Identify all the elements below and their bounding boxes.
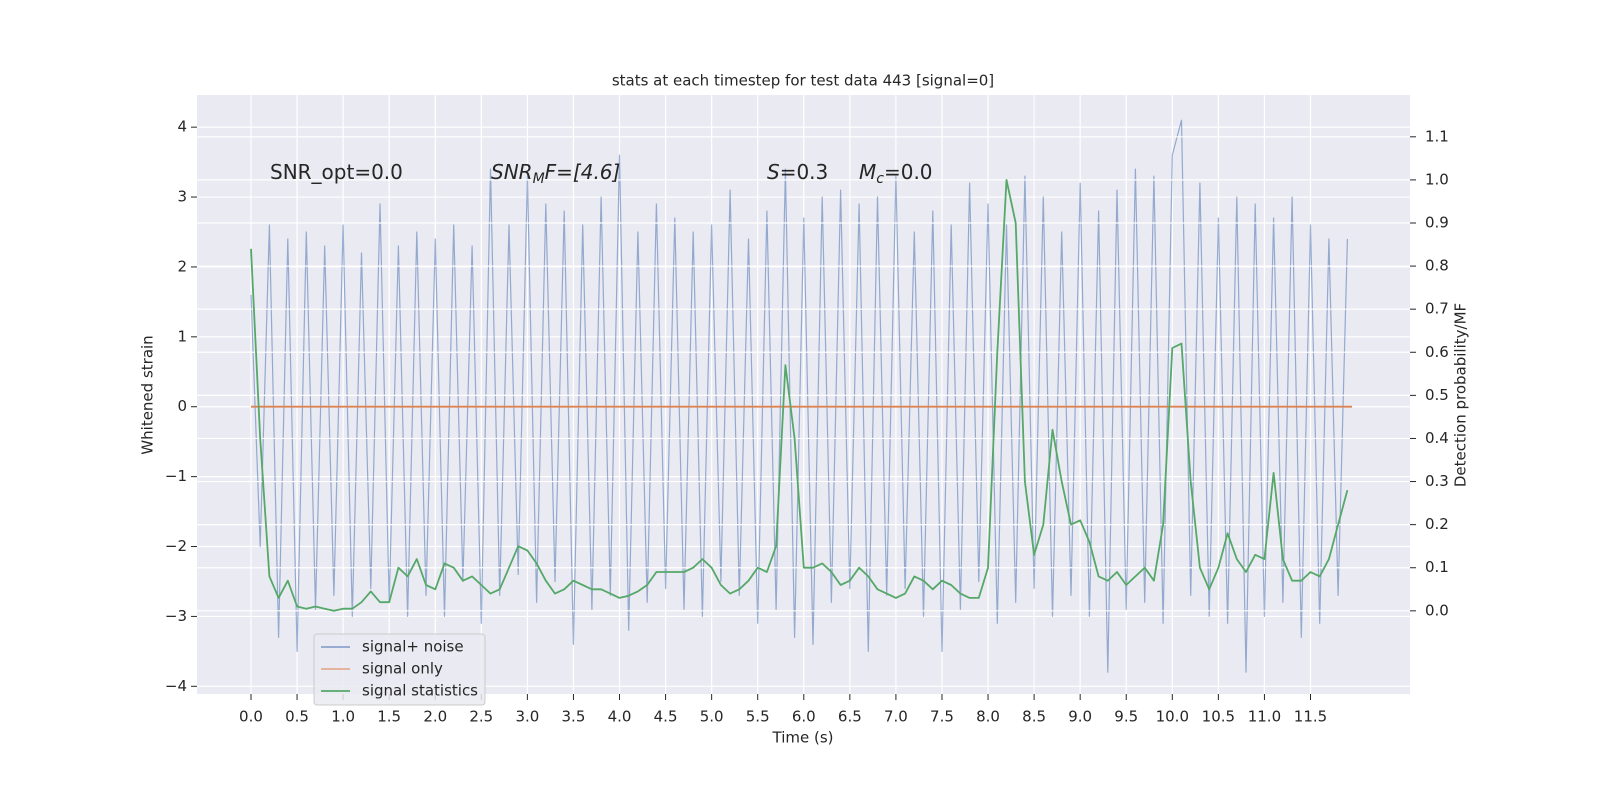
x-tick-label: 2.5: [469, 708, 493, 726]
y-tick-label: 1: [177, 327, 187, 345]
annotation-part: =0.0: [884, 160, 933, 184]
y2-axis-label: Detection probability/MF: [1452, 303, 1470, 487]
x-tick-label: 10.0: [1156, 708, 1189, 726]
annotation-part: =0.3: [780, 160, 829, 184]
chart-title: stats at each timestep for test data 443…: [612, 72, 994, 90]
y-tick-label: −4: [165, 677, 187, 695]
x-tick-label: 9.0: [1068, 708, 1092, 726]
legend-label: signal statistics: [362, 682, 478, 700]
x-tick-label: 11.0: [1248, 708, 1281, 726]
y-tick-label: −3: [165, 607, 187, 625]
x-tick-label: 4.5: [654, 708, 678, 726]
y2-tick-label: 1.0: [1425, 170, 1449, 188]
y2-tick-label: 0.2: [1425, 515, 1449, 533]
x-tick-label: 7.5: [930, 708, 954, 726]
y-axis-label: Whitened strain: [139, 335, 157, 454]
x-axis-label: Time (s): [772, 729, 834, 747]
y2-tick-label: 0.1: [1425, 558, 1449, 576]
x-tick-label: 5.5: [746, 708, 770, 726]
y2-tick-label: 0.4: [1425, 429, 1449, 447]
series-line: [250, 179, 1349, 612]
legend-label: signal only: [362, 660, 443, 678]
annotation-part: c: [876, 171, 884, 187]
y2-tick-label: 1.1: [1425, 127, 1449, 145]
y-tick-label: 0: [177, 397, 187, 415]
y-tick-label: 2: [177, 257, 187, 275]
x-tick-label: 6.0: [792, 708, 816, 726]
x-tick-label: 4.0: [608, 708, 632, 726]
x-tick-label: 3.0: [515, 708, 539, 726]
annotation-part: S: [767, 160, 780, 184]
annotation-part: M: [859, 160, 876, 184]
plot-layer: 0.0 0.5 1.0 1.5 2.0 2.5 3.0 3.5 4.0 4.5 5.0 5.5 6.0 6…: [165, 95, 1449, 726]
x-tick-label: 11.5: [1294, 708, 1327, 726]
annotation-part: M: [533, 171, 545, 187]
annotation: SNRMF=[4.6]: [491, 160, 620, 188]
x-tick-label: 7.0: [884, 708, 908, 726]
x-tick-label: 8.0: [976, 708, 1000, 726]
y2-tick-label: 0.6: [1425, 343, 1449, 361]
annotation: SNR_opt=0.0: [270, 160, 403, 184]
x-tick-label: 9.5: [1114, 708, 1138, 726]
y2-tick-label: 0.0: [1425, 601, 1449, 619]
x-tick-label: 1.0: [331, 708, 355, 726]
x-tick-label: 5.0: [700, 708, 724, 726]
annotation-part: SNR: [491, 160, 533, 184]
series-line: [250, 119, 1348, 673]
x-tick-label: 10.5: [1202, 708, 1235, 726]
x-tick-label: 1.5: [377, 708, 401, 726]
annotation-part: SNR_opt=0.0: [270, 160, 403, 184]
annotation-part: F=[4.6]: [545, 160, 621, 184]
annotation: S=0.3: [767, 160, 828, 184]
y2-tick-label: 0.9: [1425, 213, 1449, 231]
y-tick-label: 4: [177, 118, 187, 136]
x-tick-label: 3.5: [562, 708, 586, 726]
legend-label: signal+ noise: [362, 638, 464, 656]
x-tick-label: 6.5: [838, 708, 862, 726]
y2-tick-label: 0.5: [1425, 386, 1449, 404]
x-tick-label: 8.5: [1022, 708, 1046, 726]
y2-tick-label: 0.7: [1425, 300, 1449, 318]
y-tick-label: −1: [165, 467, 187, 485]
legend-box: [313, 633, 486, 706]
x-tick-label: 0.5: [285, 708, 309, 726]
y-tick-label: −2: [165, 537, 187, 555]
annotation: Mc=0.0: [859, 160, 933, 188]
x-tick-label: 2.0: [423, 708, 447, 726]
y2-tick-label: 0.3: [1425, 472, 1449, 490]
x-tick-label: 0.0: [239, 708, 263, 726]
y-tick-label: 3: [177, 188, 187, 206]
y2-tick-label: 0.8: [1425, 257, 1449, 275]
